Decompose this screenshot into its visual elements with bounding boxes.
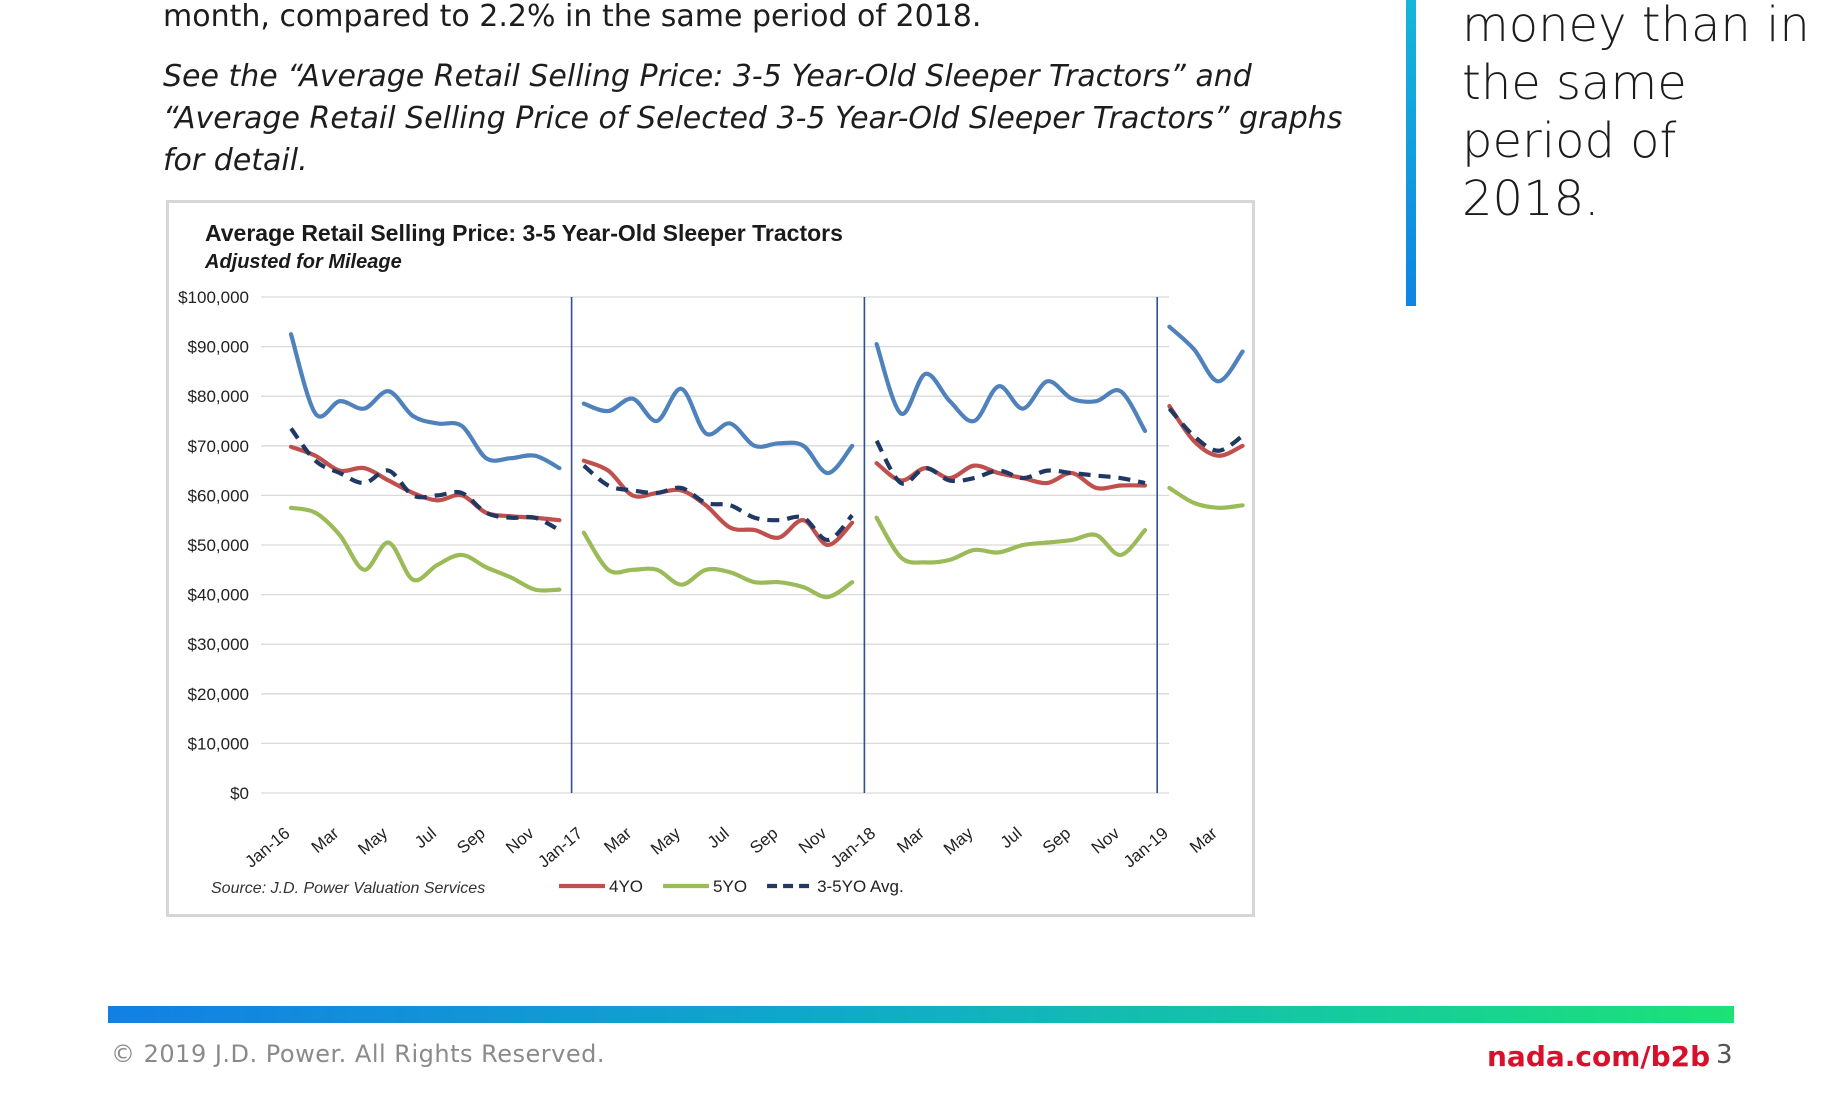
chart-frame: Average Retail Selling Price: 3-5 Year-O… bbox=[166, 200, 1255, 917]
chart-subtitle: Adjusted for Mileage bbox=[204, 251, 402, 273]
legend-label: 4YO bbox=[609, 877, 643, 896]
x-tick-label: Jan-19 bbox=[1120, 824, 1172, 872]
y-tick-label: $80,000 bbox=[188, 387, 249, 406]
legend: 4YO 5YO 3-5YO Avg. bbox=[559, 877, 904, 896]
y-tick-label: $100,000 bbox=[178, 288, 249, 307]
x-tick-label: Mar bbox=[1186, 823, 1221, 857]
series-line-5yo bbox=[581, 530, 855, 600]
x-tick-label: Jul bbox=[704, 824, 733, 853]
series-line-3-5yo-avg- bbox=[582, 464, 854, 543]
x-tick-label: Jan-17 bbox=[534, 824, 586, 872]
x-tick-label: Mar bbox=[893, 823, 928, 857]
price-line-chart: Average Retail Selling Price: 3-5 Year-O… bbox=[178, 220, 1245, 897]
callout-text: money than in the same period of 2018. bbox=[1462, 0, 1810, 227]
intro-paragraph: month, compared to 2.2% in the same peri… bbox=[163, 0, 982, 34]
year-dividers bbox=[570, 297, 1159, 793]
y-tick-label: $90,000 bbox=[188, 338, 249, 357]
x-tick-label: Sep bbox=[453, 824, 488, 858]
y-tick-label: $10,000 bbox=[188, 734, 249, 753]
chart-title: Average Retail Selling Price: 3-5 Year-O… bbox=[205, 220, 843, 246]
x-tick-label: Nov bbox=[1088, 823, 1124, 857]
y-tick-label: $70,000 bbox=[188, 437, 249, 456]
y-tick-label: $60,000 bbox=[188, 486, 249, 505]
x-tick-label: Mar bbox=[308, 823, 343, 857]
footer-gradient-bar bbox=[108, 1006, 1734, 1023]
x-tick-label: Jan-16 bbox=[242, 824, 294, 872]
grid-layer bbox=[261, 296, 1169, 794]
legend-label: 5YO bbox=[713, 877, 747, 896]
y-tick-label: $50,000 bbox=[188, 536, 249, 555]
y-tick-label: $30,000 bbox=[188, 635, 249, 654]
y-axis-ticks: $0 $10,000 $20,000 $30,000 $40,000 $50,000 $60… bbox=[178, 288, 249, 803]
series-layer bbox=[288, 324, 1245, 600]
series-line-unlabeled bbox=[288, 332, 562, 471]
x-tick-label: May bbox=[940, 823, 977, 859]
series-line-unlabeled bbox=[874, 342, 1148, 434]
series-line-unlabeled bbox=[1167, 324, 1245, 384]
see-also-paragraph: See the “Average Retail Selling Price: 3… bbox=[163, 59, 1343, 178]
series-line-unlabeled bbox=[581, 386, 855, 476]
x-tick-label: May bbox=[354, 823, 391, 859]
x-tick-label: Sep bbox=[746, 824, 781, 858]
copyright-text: © 2019 J.D. Power. All Rights Reserved. bbox=[111, 1040, 605, 1068]
y-tick-label: $40,000 bbox=[188, 586, 249, 605]
x-tick-label: Jul bbox=[997, 824, 1026, 853]
x-tick-label: Mar bbox=[601, 823, 636, 857]
callout-accent-bar bbox=[1406, 0, 1416, 306]
series-line-3-5yo-avg- bbox=[874, 439, 1146, 486]
y-tick-label: $0 bbox=[230, 784, 249, 803]
x-tick-label: May bbox=[647, 823, 684, 859]
legend-label: 3-5YO Avg. bbox=[817, 877, 904, 896]
x-tick-label: Jan-18 bbox=[827, 824, 879, 872]
series-line-4yo bbox=[1167, 404, 1245, 458]
page-number: 3 bbox=[1716, 1040, 1733, 1070]
x-tick-label: Nov bbox=[502, 823, 538, 857]
series-line-5yo bbox=[288, 505, 562, 593]
series-line-5yo bbox=[874, 515, 1148, 565]
x-tick-label: Sep bbox=[1039, 824, 1074, 858]
series-line-3-5yo-avg- bbox=[1167, 407, 1244, 453]
series-line-3-5yo-avg- bbox=[289, 427, 561, 532]
site-link[interactable]: nada.com/b2b bbox=[1487, 1040, 1711, 1073]
chart-source: Source: J.D. Power Valuation Services bbox=[211, 880, 485, 897]
x-tick-label: Nov bbox=[795, 823, 831, 857]
series-line-5yo bbox=[1167, 485, 1245, 510]
x-tick-label: Jul bbox=[411, 824, 440, 853]
y-tick-label: $20,000 bbox=[188, 685, 249, 704]
